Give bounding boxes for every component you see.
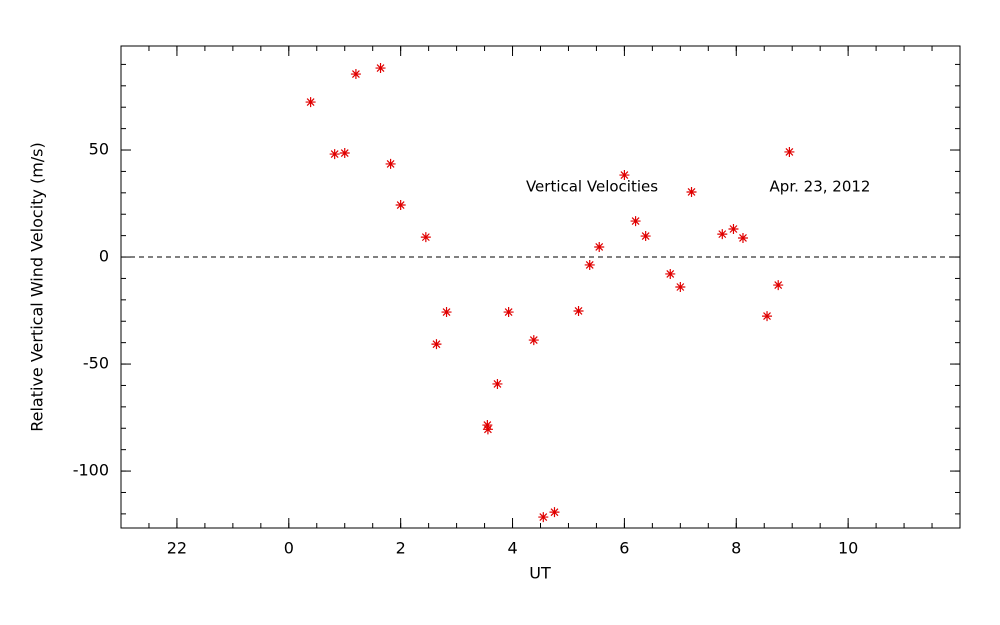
- x-tick-label: 0: [284, 539, 294, 558]
- point: [350, 69, 361, 80]
- point: [573, 305, 584, 316]
- point: [665, 268, 676, 279]
- x-tick-label: 22: [167, 539, 187, 558]
- point: [395, 200, 406, 211]
- x-tick-label: 6: [619, 539, 629, 558]
- point: [762, 311, 773, 322]
- y-tick-label: -100: [73, 461, 109, 480]
- point: [431, 339, 442, 350]
- point: [420, 232, 431, 243]
- point: [503, 307, 514, 318]
- y-tick-label: -50: [83, 354, 109, 373]
- point: [594, 241, 605, 252]
- point: [630, 216, 641, 227]
- y-tick-label: 0: [99, 247, 109, 266]
- point: [482, 424, 493, 435]
- point: [686, 186, 697, 197]
- plot-frame: [120, 45, 961, 529]
- point: [728, 223, 739, 234]
- point: [528, 335, 539, 346]
- x-tick-label: 4: [507, 539, 517, 558]
- point: [329, 149, 340, 160]
- annotation: Apr. 23, 2012: [770, 178, 871, 196]
- point: [784, 146, 795, 157]
- point: [375, 63, 386, 74]
- x-tick-label: 10: [838, 539, 858, 558]
- point: [385, 158, 396, 169]
- point: [584, 259, 595, 270]
- x-tick-label: 2: [396, 539, 406, 558]
- x-axis-label: UT: [529, 564, 551, 583]
- annotation: Vertical Velocities: [526, 178, 658, 196]
- point: [675, 282, 686, 292]
- point: [549, 507, 560, 518]
- point: [619, 170, 630, 181]
- point: [339, 148, 350, 159]
- point: [441, 307, 452, 318]
- y-tick-label: 50: [89, 140, 109, 159]
- point: [717, 229, 728, 240]
- point: [737, 232, 748, 243]
- point: [773, 280, 784, 291]
- point: [492, 378, 503, 389]
- point: [538, 512, 549, 523]
- y-axis-label: Relative Vertical Wind Velocity (m/s): [28, 142, 47, 432]
- x-tick-label: 8: [731, 539, 741, 558]
- point: [640, 231, 651, 242]
- point: [305, 97, 316, 108]
